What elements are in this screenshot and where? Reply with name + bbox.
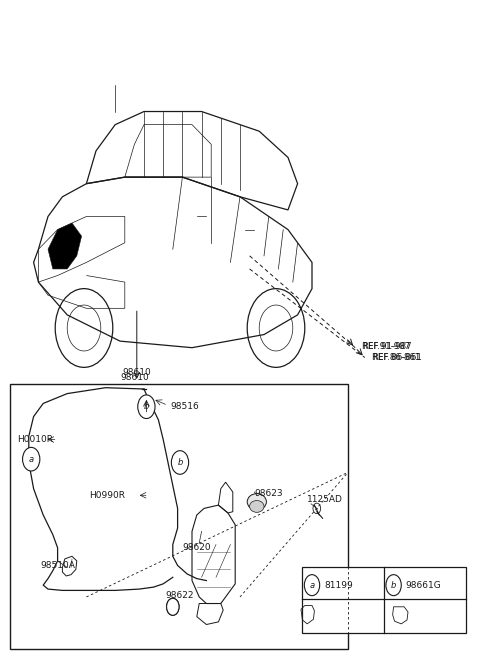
Polygon shape (48, 223, 82, 269)
Text: 98510A: 98510A (41, 561, 76, 570)
Text: REF 86-861: REF 86-861 (372, 353, 422, 362)
Text: H0010R: H0010R (17, 435, 53, 444)
Text: 98610: 98610 (120, 373, 149, 382)
Text: REF 91-987: REF 91-987 (362, 342, 412, 351)
Circle shape (386, 575, 401, 596)
Text: 1125AD: 1125AD (307, 495, 343, 504)
Text: b: b (391, 581, 396, 590)
Ellipse shape (250, 501, 264, 512)
Text: b: b (144, 402, 149, 411)
Bar (10, 384, 348, 649)
Circle shape (171, 451, 189, 474)
Bar (302, 567, 466, 633)
Circle shape (167, 598, 179, 615)
Text: b: b (177, 458, 183, 467)
Circle shape (167, 598, 179, 615)
Text: REF.86-861: REF.86-861 (372, 353, 420, 362)
Text: 98661G: 98661G (406, 581, 441, 590)
Text: 98622: 98622 (166, 591, 194, 600)
Circle shape (138, 395, 155, 419)
Text: 98610: 98610 (122, 368, 151, 377)
Text: a: a (29, 455, 34, 464)
Text: REF.91-987: REF.91-987 (362, 342, 410, 351)
Text: 98623: 98623 (254, 489, 283, 498)
Ellipse shape (247, 493, 266, 510)
Text: H0990R: H0990R (89, 491, 125, 500)
Text: 98516: 98516 (170, 402, 199, 411)
Text: a: a (310, 581, 314, 590)
Text: 98620: 98620 (182, 543, 211, 552)
Text: 81199: 81199 (324, 581, 353, 590)
Circle shape (304, 575, 320, 596)
Circle shape (23, 447, 40, 471)
